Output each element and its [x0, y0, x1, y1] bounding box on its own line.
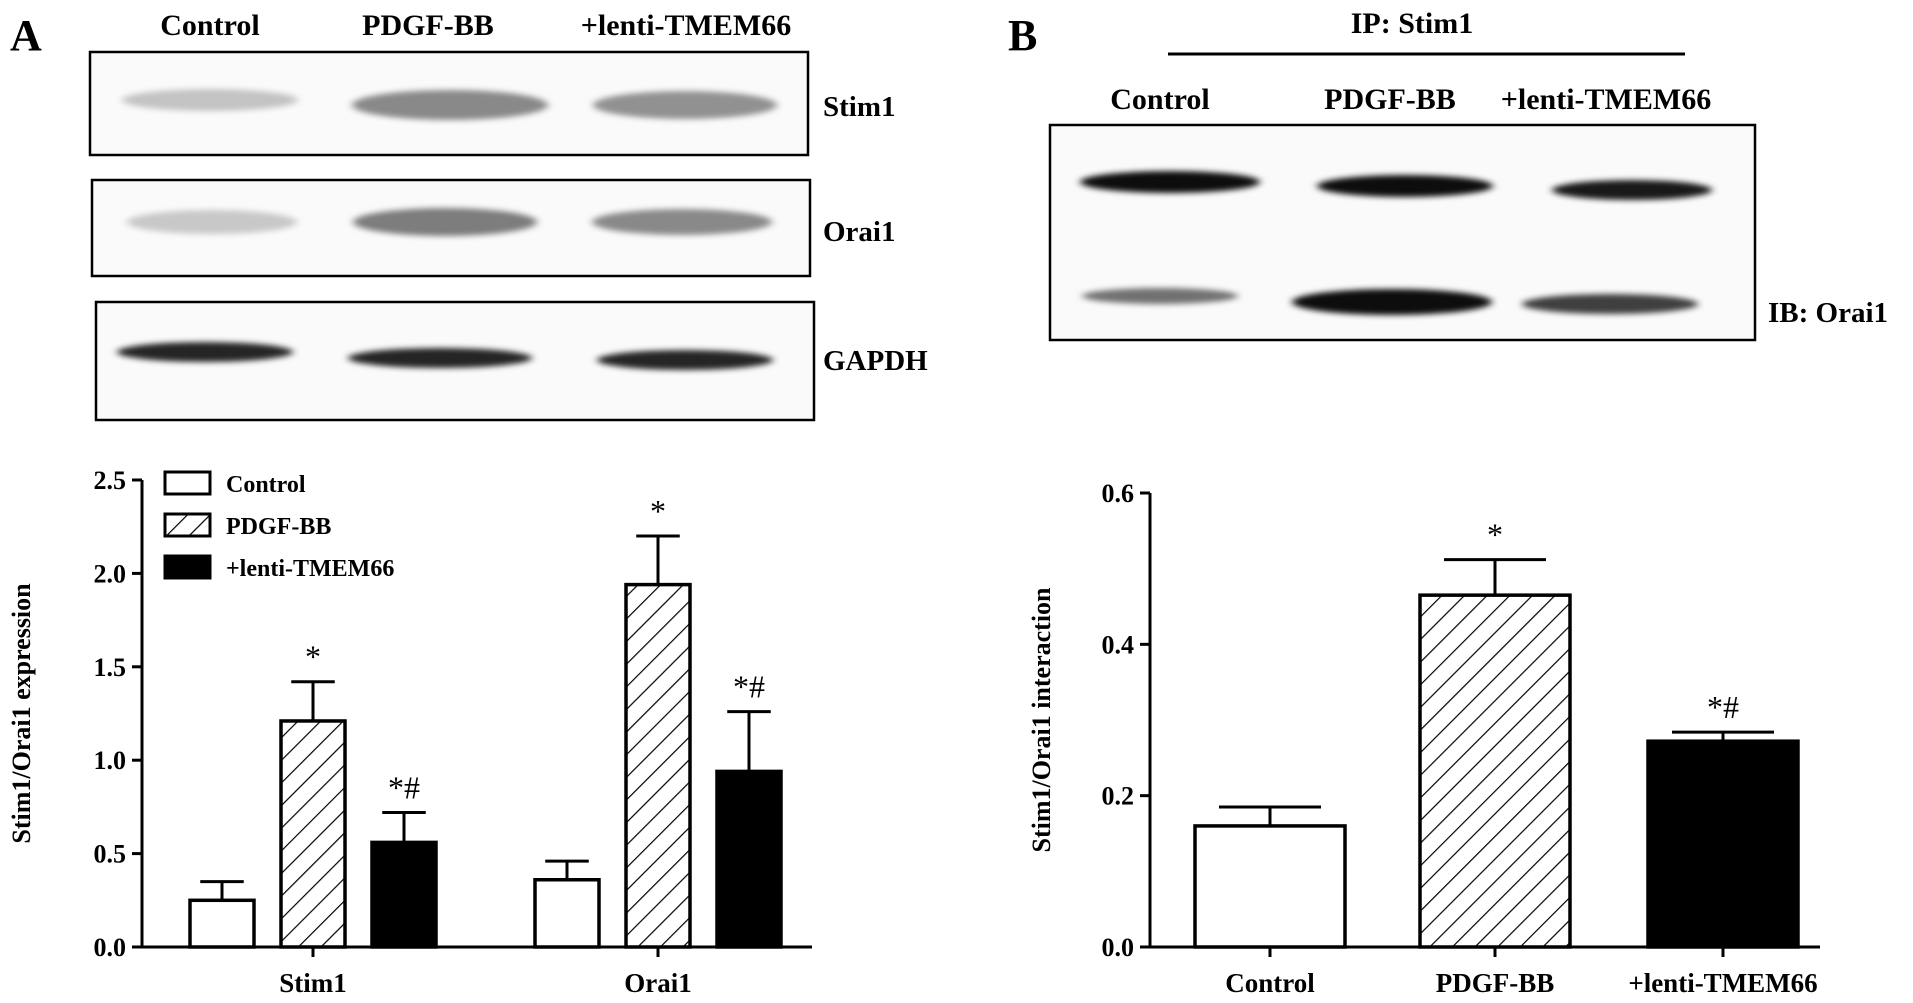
band-orai1-pdgf [353, 208, 537, 236]
chart-a-category-label: Orai1 [624, 968, 692, 998]
blot-row-label-stim1: Stim1 [823, 91, 896, 123]
chart-a-y-tick-label: 1.0 [94, 746, 127, 775]
chart-a-orai1-bar [533, 878, 601, 949]
chart-a-axes: 0.0 0.5 1.0 1.5 2.0 2.5 Stim1/Orai1 expression… [7, 466, 812, 998]
chart-b-category-label: PDGF-BB [1436, 968, 1555, 998]
panel-a-lane-label-lenti: +lenti-TMEM66 [581, 9, 791, 42]
panel-a-letter: A [10, 11, 42, 60]
chart-a-y-tick-label: 0.5 [94, 840, 127, 869]
chart-b-0-bar [1193, 824, 1347, 949]
chart-b-1-significance-label: * [1487, 517, 1503, 553]
panel-b-lane-label-control: Control [1110, 83, 1209, 116]
panel-a-lane-label-control: Control [160, 9, 259, 42]
chart-a-orai1-significance-label: * [650, 493, 666, 529]
chart-a-y-tick-label: 2.5 [94, 466, 127, 495]
band-gapdh-pdgf [348, 348, 532, 368]
blot-row-orai1: Orai1 [90, 178, 896, 278]
chart-a-expression: 0.0 0.5 1.0 1.5 2.0 2.5 Stim1/Orai1 expression… [7, 466, 812, 998]
chart-b-2-significance-label: *# [1707, 689, 1739, 725]
ip-band-bottom-pdgf [1292, 289, 1492, 315]
chart-a-y-tick-label: 2.0 [94, 559, 127, 588]
chart-a-orai1-bar [715, 769, 783, 949]
panel-b-lane-label-pdgf: PDGF-BB [1324, 83, 1456, 116]
ip-label: IP: Stim1 [1351, 7, 1474, 40]
chart-a-orai1-significance-label: *# [733, 669, 765, 705]
ip-blot [1048, 123, 1757, 342]
blot-row-gapdh: GAPDH [94, 300, 928, 422]
chart-a-legend-label: +lenti-TMEM66 [226, 556, 394, 582]
chart-a-category-label: Stim1 [279, 968, 347, 998]
chart-a-stim1-significance-label: * [305, 639, 321, 675]
panel-b-lane-label-lenti: +lenti-TMEM66 [1501, 83, 1711, 116]
blot-row-stim1: Stim1 [88, 50, 896, 157]
band-stim1-pdgf [352, 90, 548, 120]
chart-b-y-tick-label: 0.6 [1102, 479, 1135, 508]
ip-band-top-pdgf [1317, 175, 1493, 197]
blot-row-label-orai1: Orai1 [823, 216, 896, 248]
band-orai1-control [127, 210, 297, 234]
chart-b-1-bar [1418, 593, 1572, 949]
chart-a-y-tick-label: 1.5 [94, 653, 127, 682]
chart-a-legend-swatch [163, 554, 212, 580]
chart-a-y-tick-label: 0.0 [94, 933, 127, 962]
band-orai1-lenti [592, 209, 772, 235]
chart-a-legend-label: Control [226, 472, 306, 498]
chart-a-y-axis-title: Stim1/Orai1 expression [7, 583, 36, 844]
ib-label: IB: Orai1 [1768, 297, 1888, 329]
chart-a-stim1-bar [188, 898, 256, 949]
band-stim1-control [122, 89, 298, 111]
chart-a-stim1-significance-label: *# [388, 770, 420, 806]
ip-band-bottom-control [1082, 288, 1238, 304]
chart-b-bars: * *# [1193, 517, 1800, 949]
panel-a-lane-label-pdgf: PDGF-BB [362, 9, 494, 42]
band-gapdh-control [117, 342, 293, 362]
chart-a-legend-swatch [163, 470, 212, 496]
ip-band-top-control [1080, 171, 1260, 193]
band-stim1-lenti [593, 91, 777, 119]
chart-b-y-tick-label: 0.2 [1102, 782, 1135, 811]
panel-b-letter: B [1008, 11, 1037, 60]
ip-band-bottom-lenti [1522, 294, 1698, 314]
panel-b: B IP: Stim1 Control PDGF-BB +lenti-TMEM6… [1008, 7, 1888, 998]
ip-band-top-lenti [1552, 180, 1712, 200]
chart-b-y-tick-label: 0.4 [1102, 630, 1135, 659]
panel-a: A Control PDGF-BB +lenti-TMEM66 Stim1 Or… [7, 9, 928, 998]
chart-b-category-label: +lenti-TMEM66 [1628, 968, 1817, 998]
chart-a-legend-swatch [163, 512, 212, 538]
chart-a-legend: Control PDGF-BB +lenti-TMEM66 [163, 470, 394, 582]
chart-a-bars: * *# * *# [188, 493, 783, 949]
chart-b-y-tick-label: 0.0 [1102, 933, 1135, 962]
chart-b-2-bar [1646, 739, 1800, 949]
chart-a-stim1-bar [370, 840, 438, 949]
chart-b-category-label: Control [1225, 968, 1315, 998]
chart-b-y-axis-title: Stim1/Orai1 interaction [1027, 587, 1056, 853]
chart-a-stim1-bar [279, 719, 347, 949]
chart-a-orai1-bar [624, 582, 692, 949]
band-gapdh-lenti [597, 350, 773, 370]
chart-a-legend-label: PDGF-BB [226, 514, 331, 540]
blot-row-label-gapdh: GAPDH [823, 345, 928, 377]
chart-b-interaction: 0.0 0.2 0.4 0.6 Stim1/Orai1 interaction Contr… [1027, 479, 1820, 998]
